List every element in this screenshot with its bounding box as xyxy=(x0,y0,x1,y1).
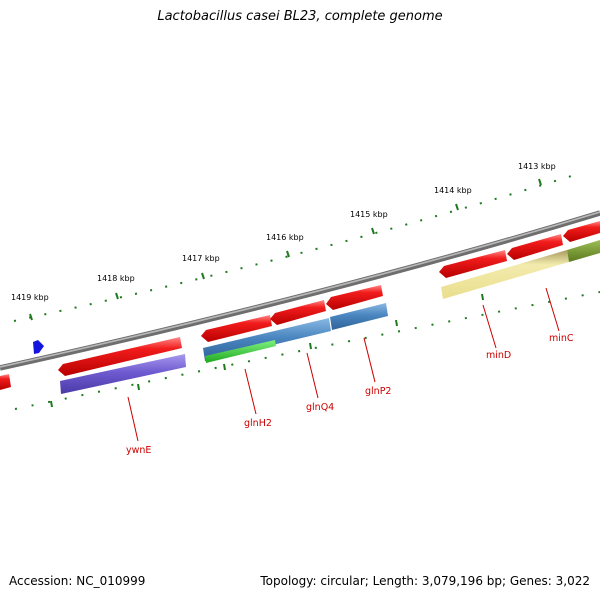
kbp-label-1414: 1414 kbp xyxy=(434,186,472,195)
cds-arrow-minC xyxy=(507,234,563,260)
gene-label-glnP2: glnP2 xyxy=(365,386,391,397)
leader-glnP2 xyxy=(363,337,376,383)
inner-tick-ring xyxy=(14,291,600,410)
inner-tick-e xyxy=(395,319,398,327)
gene-label-minD: minD xyxy=(486,350,511,361)
gene-label-glnH2: glnH2 xyxy=(244,418,272,429)
blue-marker-icon xyxy=(33,340,44,354)
feature-track xyxy=(60,240,600,394)
kbp-label-1413: 1413 kbp xyxy=(518,162,556,171)
kbp-label-1417: 1417 kbp xyxy=(182,254,220,263)
feature-bar-olive xyxy=(567,240,600,262)
genome-backbone-highlight xyxy=(0,211,600,368)
kbp-label-1418: 1418 kbp xyxy=(97,274,135,283)
kbp-label-1419: 1419 kbp xyxy=(11,293,49,302)
cds-arrow-minD xyxy=(439,250,507,278)
inner-tick-f xyxy=(481,293,484,301)
outer-tick-ring xyxy=(13,173,579,322)
cds-arrow-partial-right xyxy=(563,221,600,242)
genome-title: Lactobacillus casei BL23, complete genom… xyxy=(157,9,443,24)
feature-bar-green xyxy=(205,340,276,363)
inner-tick-b xyxy=(137,383,140,391)
feature-bar-purple xyxy=(60,354,186,394)
leader-minC xyxy=(545,287,560,332)
leader-minD xyxy=(482,304,497,349)
tick-major-1413 xyxy=(538,178,542,186)
tick-major-1418 xyxy=(115,292,119,300)
tick-major-1419 xyxy=(29,313,33,321)
inner-tick-dots xyxy=(14,291,600,410)
feature-bar-khaki xyxy=(441,250,569,299)
gene-label-minC: minC xyxy=(549,333,574,344)
accession-text: Accession: NC_010999 xyxy=(9,574,146,588)
kbp-label-1415: 1415 kbp xyxy=(350,210,388,219)
gene-label-ywnE: ywnE xyxy=(126,445,151,456)
cds-arrow-glnP2 xyxy=(326,285,383,310)
leader-glnQ4 xyxy=(306,352,319,399)
cds-arrow-glnH2 xyxy=(201,315,272,342)
gene-label-glnQ4: glnQ4 xyxy=(306,402,334,413)
cds-arrow-glnQ4 xyxy=(270,300,326,325)
tick-major-1415 xyxy=(371,227,375,235)
inner-tick-c xyxy=(223,363,226,371)
leader-ywnE xyxy=(127,396,139,442)
kbp-label-1416: 1416 kbp xyxy=(266,233,304,242)
cds-arrow-partial-left xyxy=(0,374,11,390)
leader-glnH2 xyxy=(244,368,257,415)
tick-major-1416 xyxy=(286,250,290,258)
inner-tick-d xyxy=(309,342,312,350)
tick-major-1417 xyxy=(201,272,205,280)
feature-bar-blue-2 xyxy=(330,303,388,330)
genome-stats-text: Topology: circular; Length: 3,079,196 bp… xyxy=(260,574,590,588)
cds-arrow-ywnE xyxy=(58,337,182,376)
tick-major-1414 xyxy=(455,203,459,211)
cds-track xyxy=(0,221,600,390)
genome-backbone xyxy=(0,210,600,371)
gene-leaders xyxy=(127,287,560,442)
inner-tick-a xyxy=(50,400,53,408)
